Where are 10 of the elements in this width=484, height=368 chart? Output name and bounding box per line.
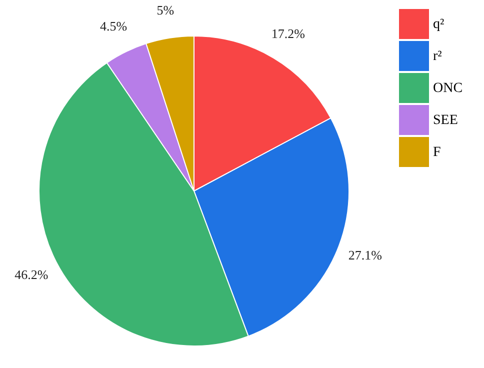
data-label: 17.2% bbox=[271, 26, 306, 42]
data-label: 46.2% bbox=[14, 267, 48, 282]
data-label: 5% bbox=[156, 2, 174, 18]
legend-label: ONC bbox=[433, 81, 463, 96]
data-label: 27.1% bbox=[348, 248, 382, 263]
legend-label: q² bbox=[433, 17, 444, 32]
data-label: 4.5% bbox=[100, 18, 128, 34]
legend-label: r² bbox=[433, 49, 442, 64]
legend-label: SEE bbox=[433, 113, 458, 128]
legend-label: F bbox=[433, 145, 441, 160]
